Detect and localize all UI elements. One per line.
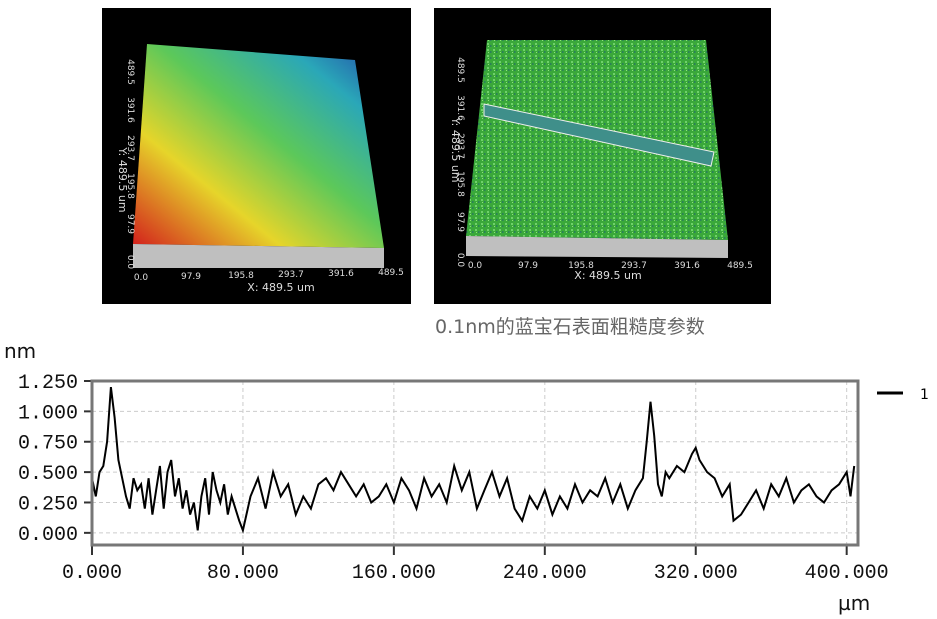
image-y-tick: 195.8 bbox=[455, 171, 465, 197]
x-tick-label: 320.000 bbox=[654, 562, 738, 585]
scratch bbox=[483, 103, 715, 167]
data-line bbox=[91, 386, 856, 534]
image-x-tick: 293.7 bbox=[621, 261, 647, 271]
image-x-label: X: 489.5 um bbox=[247, 281, 314, 294]
image-y-tick: 195.8 bbox=[125, 173, 135, 199]
surface-1 bbox=[133, 44, 384, 248]
x-tick-label: 400.000 bbox=[805, 562, 889, 585]
image-x-tick: 195.8 bbox=[568, 261, 594, 271]
image-x-tick: 391.6 bbox=[328, 269, 354, 279]
image-x-label: X: 489.5 um bbox=[574, 269, 641, 282]
image-y-label: Y: 489.5 um bbox=[116, 146, 129, 212]
image-x-tick: 489.5 bbox=[378, 268, 404, 278]
x-tick-label: 160.000 bbox=[352, 562, 436, 585]
base-2 bbox=[466, 236, 728, 258]
image-x-tick: 97.9 bbox=[518, 261, 538, 271]
image-y-tick: 293.7 bbox=[125, 135, 135, 161]
image-y-tick: 489.5 bbox=[125, 59, 135, 85]
image-y-label: Y: 489.5 um bbox=[449, 116, 462, 182]
image-x-tick: 97.9 bbox=[181, 272, 201, 282]
x-axis-label: µm bbox=[838, 591, 870, 615]
x-tick-label: 0.000 bbox=[62, 562, 122, 585]
image-x-tick: 293.7 bbox=[278, 270, 304, 280]
y-tick-label: 0.250 bbox=[18, 493, 78, 516]
image-x-tick: 489.5 bbox=[727, 261, 753, 271]
base-1 bbox=[133, 244, 384, 268]
image-y-tick: 489.5 bbox=[455, 57, 465, 83]
image-y-tick: 0.0 bbox=[125, 255, 135, 270]
x-tick-label: 240.000 bbox=[503, 562, 587, 585]
image-y-tick: 391.6 bbox=[455, 95, 465, 121]
image-x-tick: 0.0 bbox=[134, 273, 149, 283]
legend-label: 1 bbox=[920, 387, 929, 403]
image-y-tick: 97.9 bbox=[455, 212, 465, 232]
image-y-tick: 391.6 bbox=[125, 97, 135, 123]
image-y-tick: 293.7 bbox=[455, 133, 465, 159]
y-tick-label: 0.750 bbox=[18, 433, 78, 456]
plot-frame bbox=[90, 379, 860, 547]
y-axis-label: nm bbox=[4, 339, 36, 363]
image-x-tick: 0.0 bbox=[468, 261, 483, 271]
image-y-tick: 97.9 bbox=[125, 214, 135, 234]
image-y-tick: 0.0 bbox=[455, 253, 465, 268]
caption: 0.1nm的蓝宝石表面粗糙度参数 bbox=[435, 316, 705, 338]
plot: 0.000 0.250 0.500 0.750 1.000 1.250 0.000 80.00… bbox=[18, 372, 929, 585]
x-tick-label: 80.000 bbox=[207, 562, 279, 585]
y-tick-label: 1.250 bbox=[18, 372, 78, 395]
image-x-tick: 391.6 bbox=[674, 261, 700, 271]
image-x-tick: 195.8 bbox=[228, 271, 254, 281]
y-tick-label: 0.500 bbox=[18, 463, 78, 486]
y-tick-label: 1.000 bbox=[18, 402, 78, 425]
y-tick-label: 0.000 bbox=[18, 524, 78, 547]
